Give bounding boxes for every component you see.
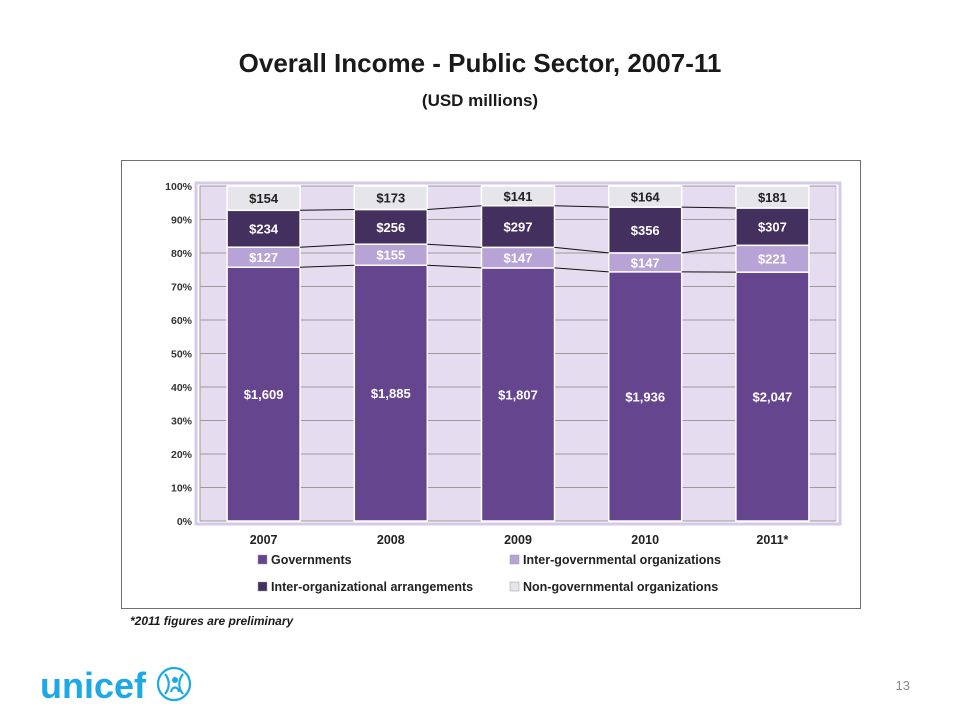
chart-subtitle: (USD millions) [421,91,539,110]
unicef-emblem-icon [156,666,192,702]
data-label: $234 [249,222,279,237]
chart-title: Overall Income - Public Sector, 2007-11 [238,48,722,78]
unicef-logo-text: unicef [40,665,147,706]
bar-segment [353,185,429,211]
data-label: $356 [631,223,660,238]
bar-segment [480,185,556,207]
bar-segment [735,244,810,273]
bar-segment [480,204,556,249]
series-line [427,243,482,248]
series-line [554,267,609,273]
data-label: $1,609 [244,387,284,402]
series-line [427,264,482,269]
y-tick-label: 80% [171,248,193,260]
series-line [300,208,355,211]
series-line [300,264,355,268]
legend-label: Non-governmental organizations [523,580,718,594]
chart-frame: 0% 10% 20% 30% 40% 50% 60% 70% 80% 90% 100% $1,609 $… [121,160,861,609]
y-tick-label: 10% [171,483,193,495]
legend-swatch [509,581,520,592]
data-label: $1,885 [371,386,411,401]
bar-segment [607,206,683,254]
x-tick-label: 2011* [756,533,788,547]
legend-label: Inter-organizational arrangements [271,580,473,594]
bar-segment [480,267,556,522]
legend-label: Governments [271,553,352,567]
series-line [681,244,736,254]
data-label: $297 [504,220,533,235]
y-tick-label: 90% [171,215,193,227]
bar-segment [607,185,683,208]
series-line [300,243,355,248]
data-label: $141 [504,189,533,204]
data-label: $155 [376,248,405,263]
footnote: *2011 figures are preliminary [130,614,294,628]
bar-segment [735,271,810,522]
bar-segment [735,207,810,247]
x-tick-label: 2008 [377,533,405,547]
data-label: $256 [376,220,405,235]
x-tick-label: 2007 [250,533,278,547]
x-tick-label: 2009 [504,533,532,547]
data-label: $164 [631,190,661,205]
y-tick-label: 60% [171,315,193,327]
data-label: $2,047 [753,390,793,405]
data-label: $147 [504,251,533,266]
y-tick-label: 100% [165,181,193,193]
y-tick-label: 30% [171,416,193,428]
legend-swatch [509,554,520,565]
legend-swatch [257,581,268,592]
page-number: 13 [895,678,910,693]
bar-segment [607,271,683,522]
legend-swatch [257,554,268,565]
stacked-bar-chart: 0% 10% 20% 30% 40% 50% 60% 70% 80% 90% 100% $1,609 $… [165,181,842,594]
bar-segment [226,185,301,212]
bar-segment [226,266,301,522]
data-label: $127 [249,250,278,265]
y-tick-label: 40% [171,382,193,394]
data-label: $173 [376,191,405,206]
data-label: $1,807 [498,387,538,402]
bar-segment [735,185,810,209]
data-label: $147 [631,255,660,270]
y-tick-label: 20% [171,449,193,461]
series-line [554,205,609,208]
legend-label: Inter-governmental organizations [523,553,721,567]
series-line [681,206,736,209]
x-tick-label: 2010 [631,533,659,547]
y-tick-label: 70% [171,282,193,294]
data-label: $1,936 [625,389,665,404]
bar-segment [353,264,429,522]
unicef-logo: unicef [40,665,192,706]
data-label: $221 [758,252,787,267]
plot-area-glow [194,181,842,526]
y-tick-label: 50% [171,349,193,361]
y-tick-label: 0% [177,516,193,528]
series-line [554,246,609,254]
series-line [427,205,482,210]
data-label: $154 [249,191,279,206]
data-label: $181 [758,190,787,205]
data-label: $307 [758,220,787,235]
